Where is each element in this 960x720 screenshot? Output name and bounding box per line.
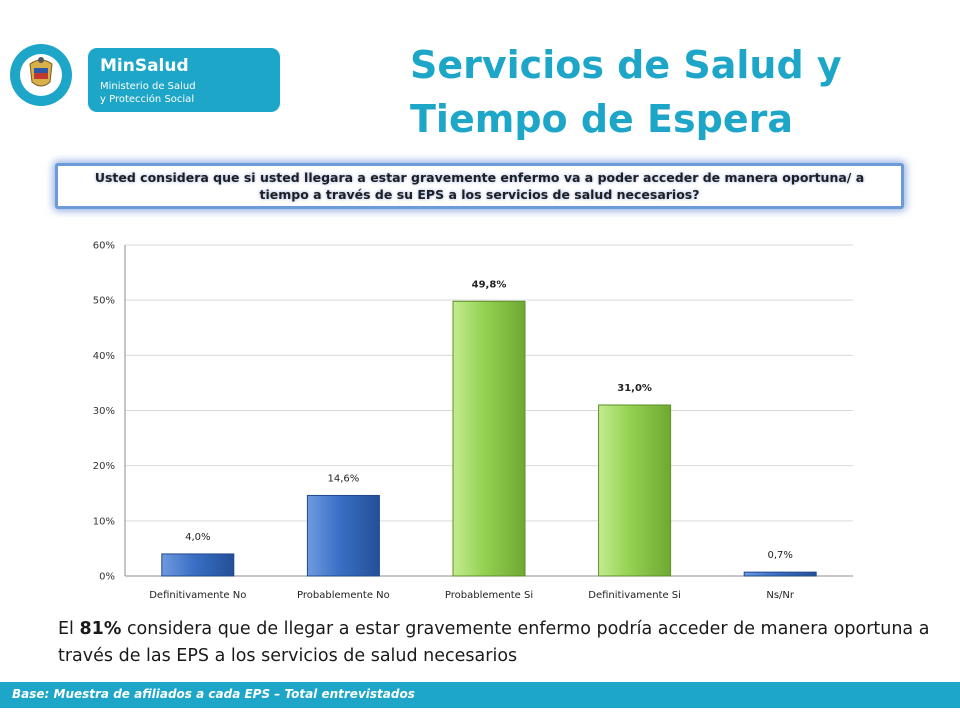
bar — [743, 571, 817, 577]
y-tick-label: 40% — [93, 351, 115, 362]
logo-brand-text: MinSalud — [100, 56, 189, 76]
summary-highlight: 81% — [79, 619, 122, 639]
x-category-label: Probablemente Si — [445, 590, 533, 601]
y-tick-label: 20% — [93, 461, 115, 472]
bar — [306, 494, 380, 577]
colombia-seal-icon — [10, 44, 72, 106]
x-category-label: Ns/Nr — [766, 590, 795, 601]
logo-subtitle: Ministerio de Salud y Protección Social — [100, 80, 196, 106]
data-label: 49,8% — [472, 279, 507, 290]
y-tick-label: 60% — [93, 241, 115, 252]
summary-rest: considera que de llegar a estar gravemen… — [58, 619, 930, 666]
slide-title: Servicios de Salud y Tiempo de Espera — [410, 43, 842, 141]
bar — [598, 404, 672, 577]
y-tick-label: 30% — [93, 406, 115, 417]
x-category-label: Probablemente No — [297, 590, 390, 601]
question-box: Usted considera que si usted llegara a e… — [55, 163, 904, 209]
x-category-label: Definitivamente Si — [588, 590, 681, 601]
logo-subtitle-line1: Ministerio de Salud — [100, 81, 196, 92]
bar — [161, 553, 235, 577]
footer-text: Base: Muestra de afiliados a cada EPS – … — [12, 687, 415, 701]
footer-bar: Base: Muestra de afiliados a cada EPS – … — [0, 682, 960, 708]
y-tick-label: 50% — [93, 296, 115, 307]
summary-prefix: El — [58, 619, 80, 639]
data-label: 31,0% — [617, 383, 652, 394]
y-axis-ticks: 0% 10% 20% 30% 40% 50% 60% — [93, 241, 115, 583]
question-text: Usted considera que si usted llegara a e… — [94, 170, 865, 202]
chart-bars — [161, 300, 817, 577]
summary-text: El 81% considera que de llegar a estar g… — [58, 616, 938, 670]
x-axis-categories: Definitivamente No Probablemente No Probab… — [149, 590, 795, 601]
bar — [452, 300, 526, 577]
logo-subtitle-line2: y Protección Social — [100, 94, 195, 105]
chart-data-labels: 4,0% 14,6% 49,8% 31,0% 0,7% — [185, 279, 793, 561]
minsalud-logo: MinSalud Ministerio de Salud y Protecció… — [8, 40, 280, 112]
x-category-label: Definitivamente No — [149, 590, 246, 601]
data-label: 0,7% — [767, 550, 792, 561]
data-label: 14,6% — [328, 473, 360, 484]
y-tick-label: 0% — [99, 572, 115, 583]
bar-chart: 0% 10% 20% 30% 40% 50% 60% 4,0% 14,6% 49,8% 31,0%… — [93, 241, 853, 601]
minsalud-panel: MinSalud Ministerio de Salud y Protecció… — [88, 48, 280, 112]
y-tick-label: 10% — [93, 516, 115, 527]
data-label: 4,0% — [185, 532, 210, 543]
